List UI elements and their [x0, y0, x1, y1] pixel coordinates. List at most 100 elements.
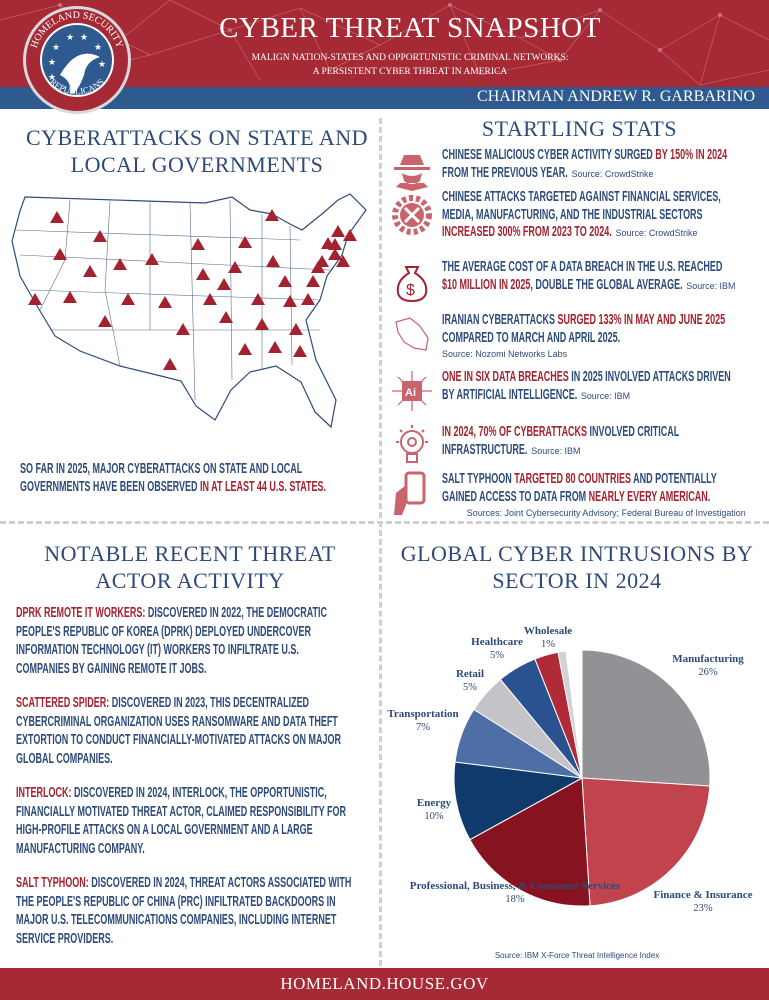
- attack-marker: [265, 209, 279, 221]
- chart-title: GLOBAL CYBER INTRUSIONS BY SECTOR IN 202…: [400, 541, 754, 593]
- svg-text:Ai: Ai: [405, 387, 416, 399]
- stat-text: , DOUBLE THE GLOBAL AVERAGE.: [530, 276, 683, 293]
- attack-marker: [158, 296, 172, 308]
- svg-text:$: $: [406, 282, 415, 299]
- stat-highlight: TARGETED 80 COUNTRIES: [514, 471, 631, 487]
- spy-icon: [390, 147, 434, 191]
- stat-highlight: $10 MILLION IN 2025: [442, 276, 531, 293]
- stat-item: SALT TYPHOON TARGETED 80 COUNTRIES AND P…: [442, 471, 746, 520]
- stat-highlight: NEARLY EVERY AMERICAN: [588, 488, 708, 505]
- stat-highlight: SURGED 133% IN MAY AND JUNE 2025: [557, 312, 726, 328]
- attack-marker: [113, 258, 127, 270]
- subtitle-line-2: A PERSISTENT CYBER THREAT IN AMERICA: [312, 67, 508, 77]
- header-blue-band: [0, 87, 769, 109]
- attack-marker: [145, 253, 159, 265]
- stat-highlight: INCREASED 300% FROM 2023 TO 2024.: [442, 224, 612, 240]
- stat-text: IRANIAN CYBERATTACKS: [442, 312, 558, 328]
- stat-text: SALT TYPHOON: [442, 471, 515, 487]
- attack-marker: [228, 261, 242, 273]
- summary-highlight: IN AT LEAST 44 U.S. STATES.: [200, 478, 327, 495]
- pie-label: Healthcare 5%: [471, 636, 523, 662]
- pie-label-name: Healthcare: [471, 636, 523, 648]
- actor-item: SCATTERED SPIDER: DISCOVERED IN 2023, TH…: [16, 694, 354, 768]
- attack-marker: [251, 293, 265, 305]
- stat-text: .: [707, 488, 711, 505]
- pie-label-value: 18%: [505, 894, 525, 905]
- horizontal-divider: [0, 521, 769, 524]
- stat-text: AND POTENTIALLY GAINED ACCESS TO DATA FR…: [442, 471, 717, 505]
- actor-name: INTERLOCK:: [16, 785, 72, 801]
- page-title: CYBER THREAT SNAPSHOT: [219, 12, 601, 44]
- vertical-divider: [379, 118, 382, 966]
- attack-marker: [50, 211, 64, 223]
- pie-slice-finance-insurance: [581, 777, 711, 907]
- phone-hand-icon: [390, 471, 434, 515]
- stat-source: Source: IBM: [580, 390, 631, 401]
- pie-slice-professional-business-consumer-services: [469, 777, 591, 907]
- subtitle-line-1: MALIGN NATION-STATES AND OPPORTUNISTIC C…: [251, 53, 569, 63]
- svg-text:★: ★: [52, 42, 60, 52]
- attack-marker: [283, 295, 297, 307]
- money-bag-icon: $: [390, 259, 434, 303]
- attack-marker: [53, 248, 67, 260]
- stat-highlight: BY 150% IN 2024: [655, 147, 728, 163]
- actor-description: DISCOVERED IN 2024, INTERLOCK, THE OPPOR…: [16, 785, 346, 857]
- pie-label: Wholesale 1%: [524, 625, 572, 651]
- attack-marker: [238, 343, 252, 355]
- pie-label-value: 5%: [489, 650, 504, 661]
- attack-marker: [255, 318, 269, 330]
- actors-heading-line-1: NOTABLE RECENT THREAT: [44, 541, 336, 566]
- homeland-security-logo: HOMELAND SECURITY REPUBLICANS ★★★★★★★: [23, 6, 131, 114]
- lightbulb-gear-icon: [390, 424, 434, 468]
- pie-label: Energy 10%: [417, 797, 451, 823]
- attack-marker: [336, 255, 350, 267]
- stat-highlight: ONE IN SIX DATA BREACHES: [442, 369, 569, 385]
- attack-marker: [203, 293, 217, 305]
- actor-name: SCATTERED SPIDER:: [16, 695, 110, 711]
- attack-marker: [301, 293, 315, 305]
- stat-text: CHINESE ATTACKS TARGETED AGAINST FINANCI…: [442, 189, 721, 223]
- attack-marker: [331, 225, 345, 237]
- actor-name: SALT TYPHOON:: [16, 875, 89, 891]
- stat-source: Source: IBM: [686, 280, 736, 291]
- attack-marker: [289, 323, 303, 335]
- attack-marker: [293, 345, 307, 357]
- state-local-heading: CYBERATTACKS ON STATE AND LOCAL GOVERNME…: [22, 124, 372, 178]
- iran-map-icon: [390, 312, 434, 356]
- attack-marker: [268, 341, 282, 353]
- stat-source: Source: IBM: [531, 445, 581, 456]
- actor-description: DISCOVERED IN 2022, THE DEMOCRATIC PEOPL…: [16, 605, 328, 677]
- attack-marker: [163, 358, 177, 370]
- pie-slice-energy: [453, 761, 584, 841]
- sector-pie-chart: [453, 649, 711, 907]
- attack-marker: [238, 236, 252, 248]
- pie-label: Finance & Insurance 23%: [654, 889, 753, 915]
- stat-text: IN 2025 INVOLVED ATTACKS DRIVEN BY ARTIF…: [442, 369, 731, 403]
- attack-marker: [196, 268, 210, 280]
- svg-text:★: ★: [48, 57, 56, 67]
- svg-text:★: ★: [66, 32, 74, 42]
- attack-marker: [219, 311, 233, 323]
- pie-label: Manufacturing 26%: [672, 653, 744, 679]
- stat-item: ONE IN SIX DATA BREACHES IN 2025 INVOLVE…: [442, 369, 733, 405]
- pie-label-name: Finance & Insurance: [653, 889, 753, 901]
- attack-marker: [328, 238, 342, 250]
- pie-slice-wholesale: [557, 650, 583, 779]
- actors-heading: NOTABLE RECENT THREAT ACTOR ACTIVITY: [0, 540, 380, 594]
- stat-item: CHINESE MALICIOUS CYBER ACTIVITY SURGED …: [442, 147, 733, 183]
- pie-label-value: 7%: [416, 722, 430, 733]
- attack-marker: [217, 278, 231, 290]
- gear-icon: [390, 193, 434, 237]
- pie-label-name: Energy: [416, 797, 452, 809]
- footer-url[interactable]: HOMELAND.HOUSE.GOV: [0, 968, 769, 1000]
- actor-item: DPRK REMOTE IT WORKERS: DISCOVERED IN 20…: [16, 604, 354, 678]
- svg-text:★: ★: [80, 32, 88, 42]
- attack-marker: [343, 229, 357, 241]
- pie-label-value: 1%: [541, 639, 555, 650]
- attack-marker: [98, 315, 112, 327]
- stat-highlight: IN 2024, 70% OF CYBERATTACKS: [442, 424, 588, 440]
- attack-marker: [328, 248, 342, 260]
- stats-heading: STARTLING STATS: [481, 116, 678, 141]
- pie-label-value: 10%: [424, 811, 444, 822]
- actor-item: INTERLOCK: DISCOVERED IN 2024, INTERLOCK…: [16, 784, 354, 858]
